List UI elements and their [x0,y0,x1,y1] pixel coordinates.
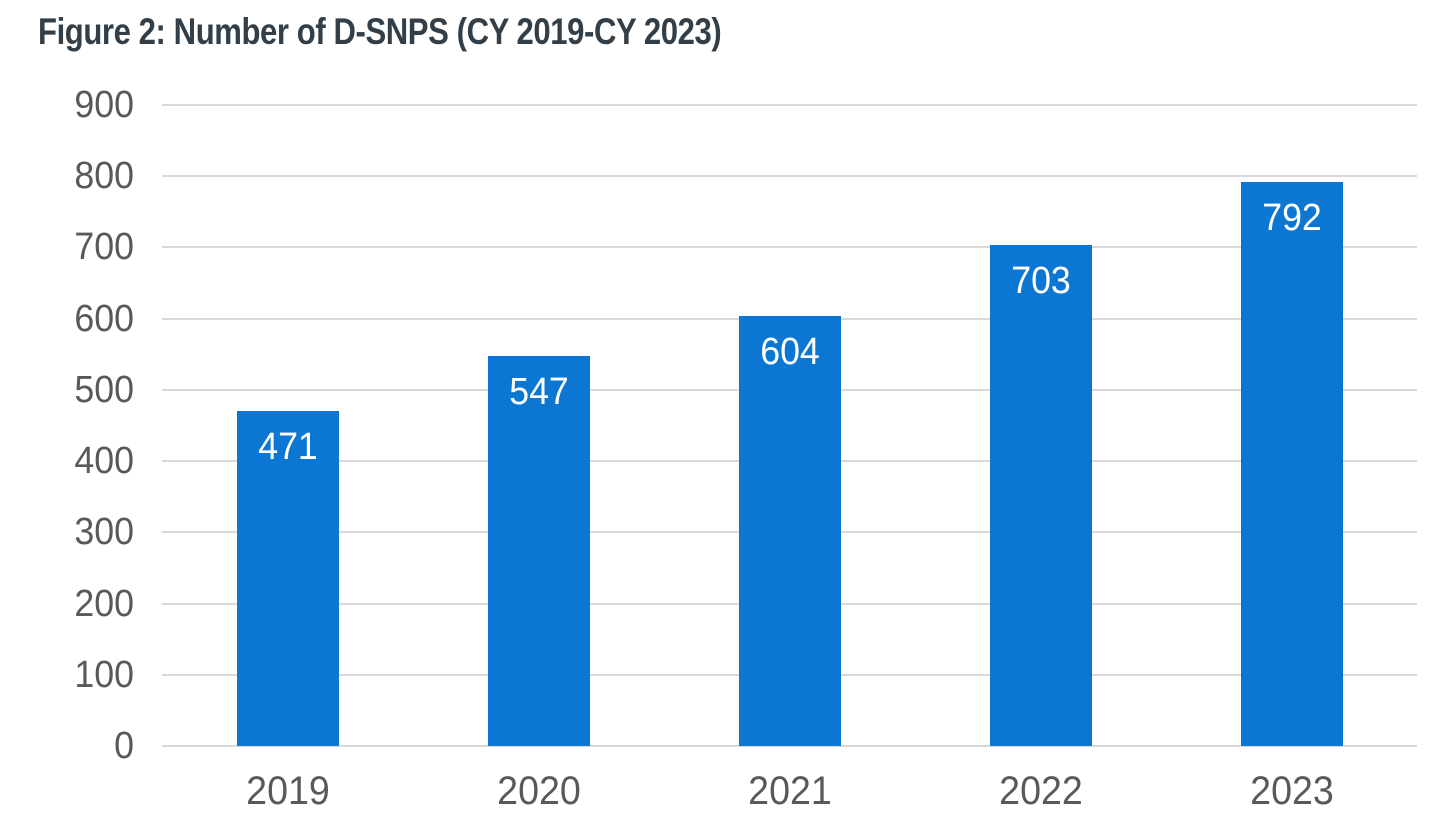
x-axis-category-label: 2022 [998,769,1083,813]
x-axis-category-label: 2019 [245,769,330,813]
y-axis-tick-label: 800 [74,155,134,198]
y-axis-tick-label: 600 [74,297,134,340]
x-axis-category-label: 2023 [1249,769,1334,813]
bar-2019 [236,410,339,746]
bar-2023 [1240,181,1343,746]
x-axis-category-label: 2021 [747,769,832,813]
x-axis-category-label: 2020 [496,769,581,813]
bar-value-label: 703 [1010,260,1071,303]
bar-2022 [989,245,1092,746]
y-axis-tick-label: 200 [74,582,134,625]
gridline [162,246,1417,249]
y-axis-tick-label: 500 [74,368,134,411]
y-axis-tick-label: 300 [74,511,134,554]
y-axis-tick-label: 400 [74,440,134,483]
bar-value-label: 792 [1261,196,1322,239]
gridline [162,175,1417,178]
bar-2021 [738,315,841,746]
bar-value-label: 547 [508,371,569,414]
bar-value-label: 604 [759,330,820,373]
y-axis-tick-label: 0 [114,725,134,767]
bar-value-label: 471 [257,425,318,468]
bar-2020 [487,356,590,746]
y-axis-tick-label: 100 [74,653,134,696]
chart-title: Figure 2: Number of D-SNPS (CY 2019-CY 2… [38,11,722,52]
y-axis-tick-label: 700 [74,226,134,269]
x-axis-baseline [162,745,1417,747]
gridline [162,104,1417,106]
y-axis-tick-label: 900 [74,84,134,126]
